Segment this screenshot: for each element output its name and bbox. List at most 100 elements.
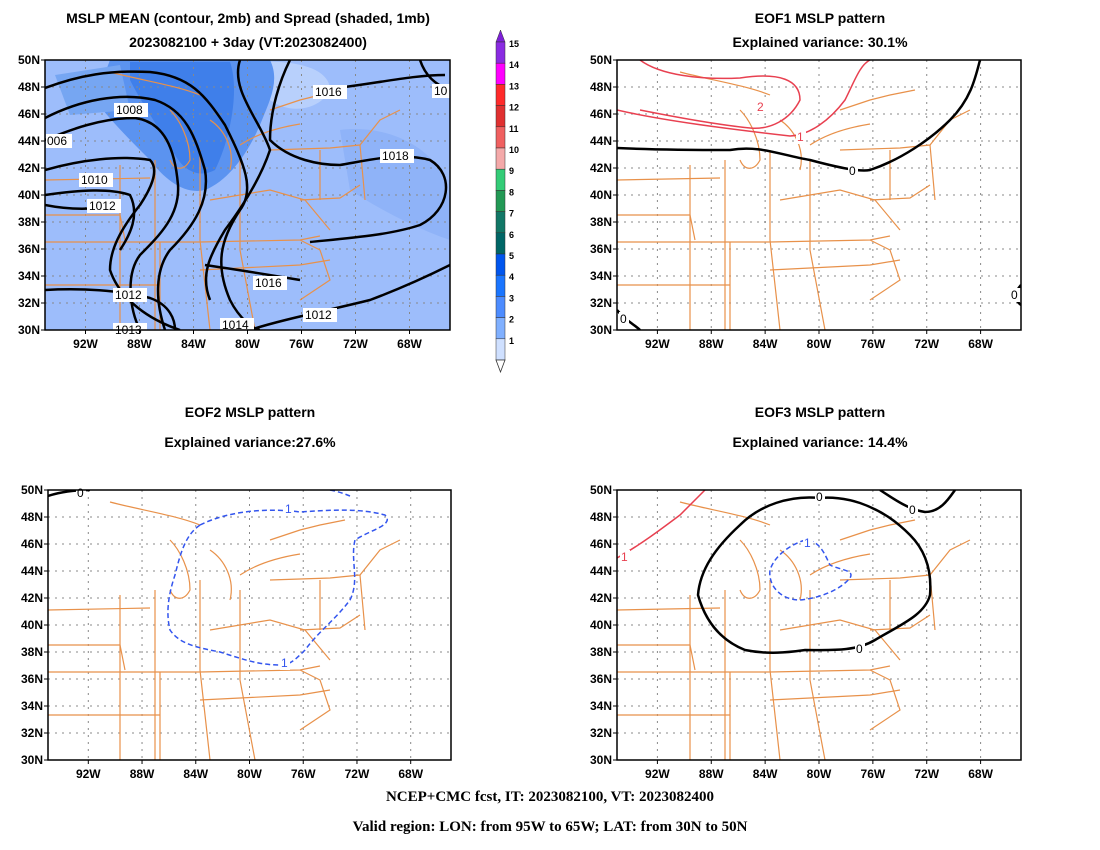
panel-eof2-title-1: EOF2 MSLP pattern — [184, 404, 316, 420]
colorbar-label: 7 — [509, 209, 514, 219]
state-borders — [617, 71, 971, 330]
colorbar-swatch — [495, 62, 506, 85]
lat-tick-label: 38N — [21, 645, 43, 659]
lat-tick-label: 46N — [18, 107, 40, 121]
contour-label: 0 — [816, 490, 823, 504]
colorbar-swatch — [495, 105, 506, 128]
lon-tick-label: 72W — [343, 337, 368, 350]
lat-tick-label: 36N — [18, 242, 40, 256]
colorbar-swatch — [495, 190, 506, 212]
lon-tick-label: 76W — [291, 767, 316, 780]
state-borders — [48, 501, 401, 760]
lat-tick-label: 50N — [590, 53, 612, 67]
lon-tick-label: 80W — [235, 337, 260, 350]
lat-tick-label: 30N — [590, 753, 612, 767]
contour-label: 1016 — [315, 85, 342, 99]
colorbar-label: 5 — [509, 251, 514, 261]
panel-eof1-title-2: Explained variance: 30.1% — [732, 34, 908, 50]
lat-tick-label: 42N — [590, 591, 612, 605]
lon-tick-label: 92W — [645, 337, 670, 350]
contour-label: 1008 — [116, 103, 143, 117]
contour-label: 1010 — [81, 173, 108, 187]
lat-tick-label: 38N — [590, 645, 612, 659]
lon-tick-label: 88W — [130, 767, 155, 780]
lat-tick-label: 44N — [590, 134, 612, 148]
lat-tick-label: 50N — [590, 483, 612, 497]
lat-tick-label: 48N — [21, 510, 43, 524]
lon-tick-label: 76W — [861, 337, 886, 350]
colorbar-label: 2 — [509, 315, 514, 325]
contour-label: 0 — [77, 486, 84, 500]
lon-tick-label: 80W — [807, 767, 832, 780]
lat-tick-label: 42N — [18, 161, 40, 175]
footer-forecast-info: NCEP+CMC fcst, IT: 2023082100, VT: 20230… — [385, 789, 715, 805]
colorbar-swatch — [495, 211, 506, 234]
lon-tick-label: 92W — [73, 337, 98, 350]
lat-tick-label: 34N — [18, 269, 40, 283]
lon-tick-label: 68W — [397, 337, 422, 350]
contour-label: 006 — [47, 134, 67, 148]
lat-tick-label: 32N — [18, 296, 40, 310]
contour-label: 1014 — [222, 318, 249, 332]
contour-label: 0 — [1011, 288, 1018, 302]
colorbar-swatch — [495, 253, 506, 276]
lon-tick-label: 68W — [968, 767, 993, 780]
lat-tick-label: 36N — [590, 672, 612, 686]
colorbar-label: 3 — [509, 293, 514, 303]
colorbar-label: 15 — [509, 39, 519, 49]
lat-tick-label: 44N — [18, 134, 40, 148]
lat-tick-label: 42N — [590, 161, 612, 175]
lon-tick-label: 92W — [645, 767, 670, 780]
footer-valid-region: Valid region: LON: from 95W to 65W; LAT:… — [352, 819, 748, 835]
lon-tick-label: 88W — [699, 767, 724, 780]
panel-eof1-map: 2 1 0 0 0 50N 48N 46N 44N 42N 40N 38N 36N 34N 32N… — [590, 53, 1022, 350]
lat-tick-label: 40N — [21, 618, 43, 632]
contour-label: 1012 — [89, 199, 116, 213]
lat-tick-label: 44N — [590, 564, 612, 578]
lon-tick-label: 68W — [968, 337, 993, 350]
contour-label: 1016 — [255, 276, 282, 290]
colorbar-label: 1 — [509, 336, 514, 346]
colorbar-swatch — [495, 84, 506, 106]
lon-tick-label: 72W — [914, 767, 939, 780]
lat-tick-label: 30N — [18, 323, 40, 337]
lon-tick-label: 80W — [237, 767, 262, 780]
panel-eof3-map: 1 0 0 0 1 50N 48N 46N 44N 42N 40N 38N 36N 34N 32N… — [590, 483, 1022, 780]
lon-tick-label: 88W — [127, 337, 152, 350]
lat-tick-label: 42N — [21, 591, 43, 605]
lat-tick-label: 46N — [590, 107, 612, 121]
lat-tick-label: 36N — [590, 242, 612, 256]
contour-label: 10 — [434, 84, 448, 98]
panel-mean-title-1: MSLP MEAN (contour, 2mb) and Spread (sha… — [66, 10, 430, 26]
contour-label: 1012 — [115, 288, 142, 302]
lon-tick-label: 84W — [183, 767, 208, 780]
colorbar-swatch — [495, 296, 506, 318]
panel-eof1-title-1: EOF1 MSLP pattern — [754, 10, 886, 26]
panel-eof2-map: 0 1 1 50N48N46N44N42N40N38N36N34N32N30N … — [21, 483, 452, 780]
lat-tick-label: 46N — [21, 537, 43, 551]
lat-tick-label: 48N — [590, 80, 612, 94]
lat-tick-label: 34N — [590, 699, 612, 713]
contour-label: 1018 — [382, 149, 409, 163]
colorbar-label: 10 — [509, 145, 519, 155]
contour-label: 1012 — [305, 308, 332, 322]
state-borders — [617, 501, 971, 760]
colorbar-top-arrow — [495, 29, 506, 43]
colorbar-swatch — [495, 168, 506, 191]
colorbar-label: 13 — [509, 81, 519, 91]
panel-mean-title-2: 2023082100 + 3day (VT:2023082400) — [129, 34, 367, 50]
lat-tick-label: 34N — [590, 269, 612, 283]
lon-tick-label: 72W — [345, 767, 370, 780]
lat-tick-label: 32N — [21, 726, 43, 740]
lat-tick-label: 32N — [590, 296, 612, 310]
contour-label: 0 — [909, 503, 916, 517]
lon-tick-label: 80W — [807, 337, 832, 350]
lon-tick-label: 76W — [289, 337, 314, 350]
lon-tick-label: 84W — [181, 337, 206, 350]
lat-tick-label: 48N — [590, 510, 612, 524]
contour-label: 0 — [620, 312, 627, 326]
panel-eof3-title-2: Explained variance: 14.4% — [732, 434, 908, 450]
lat-tick-label: 30N — [590, 323, 612, 337]
colorbar-swatch — [495, 147, 506, 170]
lon-tick-label: 88W — [699, 337, 724, 350]
